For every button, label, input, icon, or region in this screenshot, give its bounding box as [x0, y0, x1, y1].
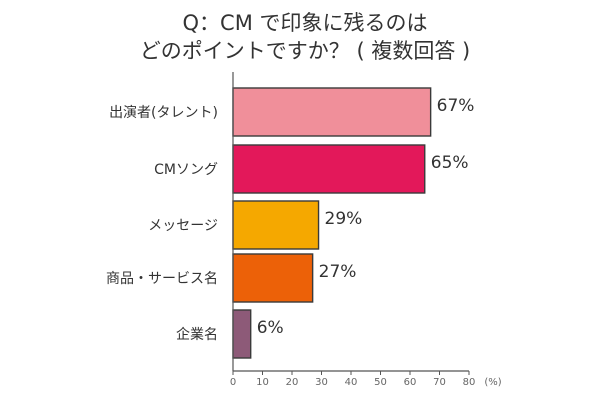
- bar-4: [232, 309, 252, 359]
- value-label-0: 67%: [437, 96, 475, 116]
- x-tick-label-2: 20: [286, 377, 299, 388]
- x-tick-label-7: 70: [433, 377, 446, 388]
- category-label-4: 企業名: [176, 326, 218, 343]
- x-tick-label-4: 40: [345, 377, 358, 388]
- category-label-3: 商品・サービス名: [106, 271, 218, 287]
- x-unit-label: (%): [484, 377, 501, 388]
- bar-2: [232, 200, 320, 250]
- value-label-1: 65%: [431, 153, 469, 173]
- x-tick-label-5: 50: [374, 377, 387, 388]
- bar-3: [232, 253, 314, 303]
- category-label-2: メッセージ: [148, 218, 218, 234]
- category-label-0: 出演者(タレント): [109, 105, 218, 121]
- x-axis: 0 10 20 30 40 50 60 70 80 (%): [230, 72, 502, 388]
- x-tick-label-8: 80: [463, 377, 476, 388]
- x-tick-label-1: 10: [256, 377, 269, 388]
- x-tick-label-6: 60: [404, 377, 417, 388]
- chart-title-line-2: どのポイントですか？ ( 複数回答 ): [140, 39, 470, 63]
- x-tick-label-3: 30: [315, 377, 328, 388]
- bar-1: [232, 144, 426, 194]
- value-label-4: 6%: [257, 318, 284, 338]
- category-label-1: CMソング: [154, 162, 218, 178]
- value-label-3: 27%: [319, 262, 357, 282]
- x-tick-label-0: 0: [230, 377, 236, 388]
- value-label-2: 29%: [325, 209, 363, 229]
- bars-layer: 出演者(タレント) 67% CMソング 65% メッセージ 29% 商品・サービス名 27% 企…: [106, 87, 475, 359]
- bar-0: [232, 87, 432, 137]
- chart-title-line-1: Q：CM で印象に残るのは: [183, 11, 428, 35]
